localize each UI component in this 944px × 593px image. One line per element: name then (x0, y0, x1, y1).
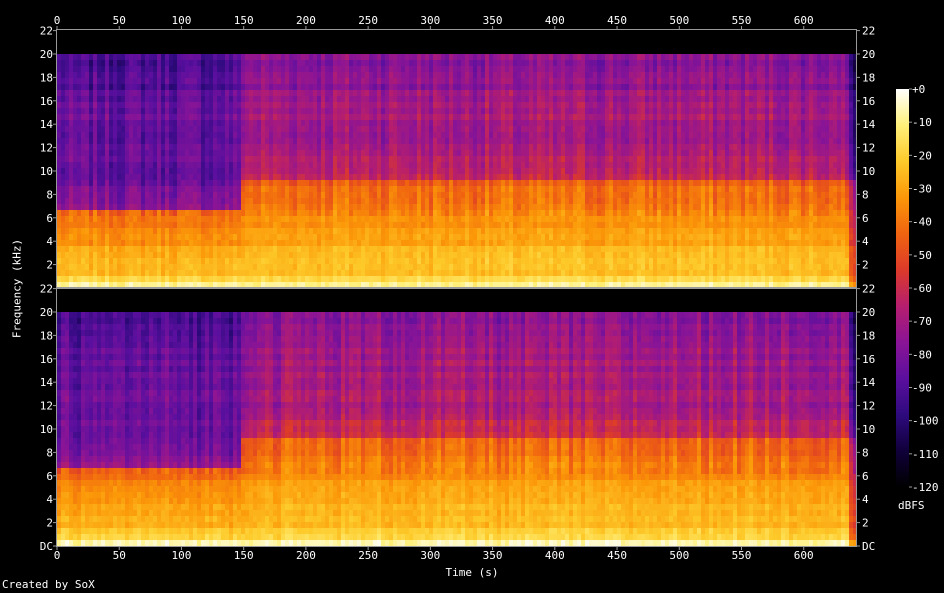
x-tick-label-top: 200 (296, 14, 316, 27)
colorbar-tick-label: -80 (912, 348, 932, 361)
credit-text: Created by SoX (2, 578, 95, 591)
x-tick-label-bottom: 50 (113, 549, 126, 562)
x-tick-label-top: 300 (420, 14, 440, 27)
y-tick-label-left: 2 (46, 517, 53, 530)
x-tick-label-top: 450 (607, 14, 627, 27)
x-tick-label-bottom: 500 (669, 549, 689, 562)
y-tick-label-right: 2 (862, 259, 869, 272)
x-tick-label-top: 50 (113, 14, 126, 27)
y-tick-label-right: 20 (862, 306, 875, 319)
y-tick-label-right: 18 (862, 329, 875, 342)
colorbar-tick-label: -50 (912, 249, 932, 262)
y-tick-label-right: 10 (862, 423, 875, 436)
x-tick-label-top: 500 (669, 14, 689, 27)
colorbar-tick-label: -40 (912, 216, 932, 229)
x-tick-label-top: 550 (732, 14, 752, 27)
y-tick-label-left: 10 (40, 165, 53, 178)
y-tick-label-left: DC (40, 540, 53, 553)
spectrogram-channel-1 (57, 30, 857, 288)
y-tick-label-left: 14 (40, 376, 54, 389)
y-tick-label-left: 22 (40, 25, 53, 38)
x-tick-label-bottom: 400 (545, 549, 565, 562)
y-tick-label-left: 4 (46, 235, 53, 248)
colorbar (896, 89, 909, 487)
y-tick-label-right: 18 (862, 71, 875, 84)
x-axis-label: Time (s) (445, 566, 499, 579)
colorbar-tick-label: -90 (912, 382, 932, 395)
x-tick-label-bottom: 450 (607, 549, 627, 562)
y-tick-label-left: 6 (46, 470, 53, 483)
panel-frame (56, 287, 857, 547)
x-tick-label-top: 0 (54, 14, 61, 27)
panel-frame (56, 29, 857, 289)
colorbar-unit-label: dBFS (898, 499, 925, 512)
y-axis-label: Frequency (kHz) (10, 238, 24, 339)
y-tick-label-right: 12 (862, 142, 875, 155)
y-tick-label-left: 18 (40, 71, 53, 84)
colorbar-tick-label: -30 (912, 183, 932, 196)
x-tick-label-bottom: 150 (234, 549, 254, 562)
y-tick-label-right: 16 (862, 353, 875, 366)
x-tick-label-bottom: 350 (483, 549, 503, 562)
y-tick-label-left: 20 (40, 306, 53, 319)
y-tick-label-right: 16 (862, 95, 875, 108)
y-tick-label-right: 8 (862, 188, 869, 201)
spectrogram-channel-2 (57, 288, 857, 546)
y-tick-label-right: 6 (862, 470, 869, 483)
y-tick-label-right: 2 (862, 517, 869, 530)
y-tick-label-left: 8 (46, 188, 53, 201)
x-tick-label-bottom: 550 (732, 549, 752, 562)
y-tick-label-left: 14 (40, 118, 54, 131)
y-tick-label-left: 22 (40, 283, 53, 296)
colorbar-tick-label: -110 (912, 448, 939, 461)
y-tick-label-right: 20 (862, 48, 875, 61)
y-tick-label-left: 16 (40, 353, 53, 366)
colorbar-tick-label: -100 (912, 415, 939, 428)
y-tick-label-right: 4 (862, 235, 869, 248)
colorbar-tick-label: -70 (912, 315, 932, 328)
y-tick-label-right: 12 (862, 400, 875, 413)
y-tick-label-left: 12 (40, 142, 53, 155)
colorbar-tick-label: +0 (912, 83, 925, 96)
y-tick-label-left: 6 (46, 212, 53, 225)
colorbar-tick-label: -10 (912, 116, 932, 129)
y-tick-label-right: 22 (862, 283, 875, 296)
colorbar-tick-label: -20 (912, 149, 932, 162)
y-tick-label-right: 4 (862, 493, 869, 506)
y-tick-label-left: 2 (46, 259, 53, 272)
x-tick-label-top: 400 (545, 14, 565, 27)
y-tick-label-right: 8 (862, 446, 869, 459)
y-tick-label-right: 14 (862, 118, 876, 131)
x-tick-label-top: 600 (794, 14, 814, 27)
x-tick-label-top: 150 (234, 14, 254, 27)
x-tick-label-bottom: 0 (54, 549, 61, 562)
y-tick-label-right: 14 (862, 376, 876, 389)
x-tick-label-bottom: 300 (420, 549, 440, 562)
y-tick-label-right: 6 (862, 212, 869, 225)
y-tick-label-left: 16 (40, 95, 53, 108)
y-tick-label-left: 4 (46, 493, 53, 506)
y-tick-label-right: DC (862, 540, 875, 553)
y-tick-label-left: 10 (40, 423, 53, 436)
x-tick-label-top: 350 (483, 14, 503, 27)
x-tick-label-top: 250 (358, 14, 378, 27)
y-tick-label-left: 12 (40, 400, 53, 413)
y-tick-label-left: 20 (40, 48, 53, 61)
x-tick-label-bottom: 200 (296, 549, 316, 562)
y-tick-label-left: 18 (40, 329, 53, 342)
x-tick-label-bottom: 250 (358, 549, 378, 562)
y-tick-label-right: 10 (862, 165, 875, 178)
y-tick-label-left: 8 (46, 446, 53, 459)
colorbar-tick-label: -60 (912, 282, 932, 295)
colorbar-tick-label: -120 (912, 481, 939, 494)
y-tick-label-right: 22 (862, 25, 875, 38)
x-tick-label-top: 100 (172, 14, 192, 27)
x-tick-label-bottom: 100 (172, 549, 192, 562)
x-tick-label-bottom: 600 (794, 549, 814, 562)
